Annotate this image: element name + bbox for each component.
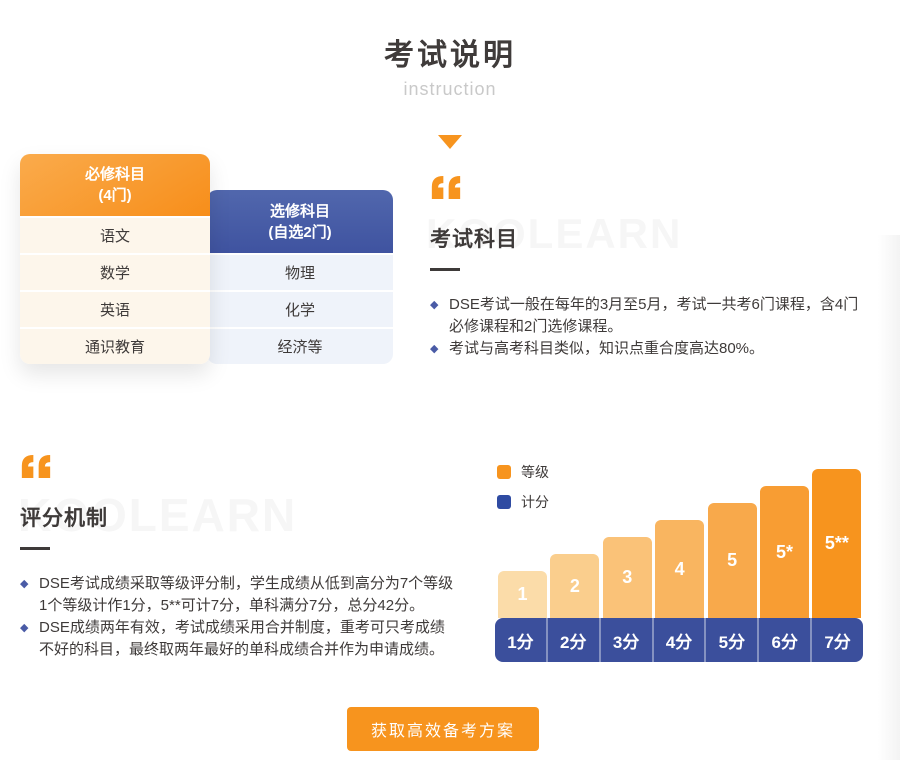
bullet-line: 考试与高考科目类似，知识点重合度高达80%。 — [449, 340, 765, 357]
grade-bar-5: 5 — [707, 503, 757, 618]
elective-subjects-table: 选修科目 (自选2门) 物理 化学 经济等 — [207, 190, 393, 364]
grade-bar-3: 3 — [602, 537, 652, 618]
required-subjects-count: (4门) — [98, 187, 132, 204]
bullet-text: DSE考试一般在每年的3月至5月，考试一共考6门课程，含4门 必修课程和2门选修课… — [449, 294, 886, 338]
watermark-koolearn: KOOLEARN — [18, 489, 298, 541]
quote-icon — [431, 176, 461, 199]
bullet-item: ◆ DSE考试一般在每年的3月至5月，考试一共考6门课程，含4门 必修课程和2门选修… — [430, 294, 886, 338]
elective-subject-row: 物理 — [207, 253, 393, 290]
bullet-line: 1个等级计作1分，5**可计7分，单科满分7分，总分42分。 — [39, 597, 425, 614]
bullet-item: ◆ DSE考试成绩采取等级评分制，学生成绩从低到高分为7个等级 1个等级计作1分，5… — [20, 573, 480, 617]
legend-swatch-icon — [497, 465, 511, 479]
grade-bar-5**: 5** — [812, 469, 862, 618]
section-header: 考试说明 instruction — [0, 30, 900, 154]
score-cell: 2分 — [545, 618, 599, 662]
bullet-line: DSE考试成绩采取等级评分制，学生成绩从低到高分为7个等级 — [39, 575, 454, 592]
required-subject-row: 语文 — [20, 216, 210, 253]
page-title: 考试说明 — [384, 39, 516, 72]
diamond-bullet-icon: ◆ — [430, 299, 439, 311]
required-subjects-header: 必修科目 (4门) — [20, 154, 210, 216]
elective-subjects-body: 物理 化学 经济等 — [207, 253, 393, 364]
quote-icon — [21, 455, 51, 478]
score-cell: 3分 — [598, 618, 652, 662]
score-cell: 7分 — [810, 618, 863, 662]
required-subjects-table: 必修科目 (4门) 语文 数学 英语 通识教育 — [20, 154, 210, 364]
score-cell: 4分 — [651, 618, 705, 662]
grade-bar-label: 4 — [674, 558, 685, 579]
grade-bar-4: 4 — [655, 520, 705, 618]
grade-bar-label: 5* — [775, 541, 793, 562]
elective-subject-row: 经济等 — [207, 327, 393, 364]
score-cell: 1分 — [507, 632, 534, 652]
required-subject-row: 英语 — [20, 290, 210, 327]
grade-score-chart: 等级计分 1 2 3 4 5 5* 5** 1分 2分 3分 4分 5分 6分 7分 — [495, 460, 863, 662]
required-subject-row: 通识教育 — [20, 327, 210, 364]
scoring-section: 评分机制 ◆ DSE考试成绩采取等级评分制，学生成绩从低到高分为7个等级 1个等级计… — [20, 455, 480, 661]
exam-subjects-bullets: ◆ DSE考试一般在每年的3月至5月，考试一共考6门课程，含4门 必修课程和2门选修… — [430, 294, 886, 360]
get-plan-button[interactable]: 获取高效备考方案 — [347, 707, 539, 751]
scoring-bullets: ◆ DSE考试成绩采取等级评分制，学生成绩从低到高分为7个等级 1个等级计作1分，5… — [20, 573, 480, 661]
diamond-bullet-icon: ◆ — [20, 622, 29, 634]
bullet-text: DSE成绩两年有效，考试成绩采用合并制度，重考可只考成绩 不好的科目，最终取两年最… — [39, 617, 480, 661]
bullet-text: 考试与高考科目类似，知识点重合度高达80%。 — [449, 338, 886, 360]
grade-bar-1: 1 — [498, 571, 547, 618]
down-triangle-icon — [438, 135, 462, 149]
score-cell: 6分 — [757, 618, 810, 662]
diamond-bullet-icon: ◆ — [20, 578, 29, 590]
required-subjects-body: 语文 数学 英语 通识教育 — [20, 216, 210, 364]
elective-subjects-title: 选修科目 — [269, 202, 330, 220]
grade-bar-label: 2 — [569, 575, 580, 596]
bullet-line: 必修课程和2门选修课程。 — [449, 318, 623, 335]
grade-bar-5*: 5* — [760, 486, 809, 618]
legend-row: 计分 — [497, 492, 549, 512]
exam-subjects-section: 考试科目 ◆ DSE考试一般在每年的3月至5月，考试一共考6门课程，含4门 必修课程… — [430, 176, 886, 360]
page-subtitle: instruction — [403, 79, 497, 99]
elective-subjects-count: (自选2门) — [268, 223, 332, 241]
legend-label: 计分 — [521, 494, 549, 510]
page-edge-shade — [878, 235, 900, 760]
legend-swatch-icon — [497, 495, 511, 509]
elective-subjects-header: 选修科目 (自选2门) — [207, 190, 393, 253]
grade-bar-2: 2 — [550, 554, 600, 618]
legend-label: 等级 — [521, 464, 549, 480]
score-band: 1分 2分 3分 4分 5分 6分 7分 — [495, 618, 863, 662]
scoring-heading: 评分机制 — [20, 507, 108, 530]
exam-subjects-heading: 考试科目 — [430, 228, 518, 251]
grade-bar-label: 5** — [824, 533, 849, 553]
bullet-text: DSE考试成绩采取等级评分制，学生成绩从低到高分为7个等级 1个等级计作1分，5*… — [39, 573, 480, 617]
required-subjects-title: 必修科目 — [84, 166, 145, 183]
bullet-line: DSE考试一般在每年的3月至5月，考试一共考6门课程，含4门 — [449, 296, 859, 313]
legend-row: 等级 — [497, 462, 549, 482]
grade-bar-label: 5 — [727, 550, 738, 570]
elective-subject-row: 化学 — [207, 290, 393, 327]
bullet-item: ◆ DSE成绩两年有效，考试成绩采用合并制度，重考可只考成绩 不好的科目，最终取两年… — [20, 617, 480, 661]
watermark-koolearn: KOOLEARN — [426, 210, 683, 257]
required-subject-row: 数学 — [20, 253, 210, 290]
diamond-bullet-icon: ◆ — [430, 343, 439, 355]
bullet-line: DSE成绩两年有效，考试成绩采用合并制度，重考可只考成绩 — [39, 619, 445, 636]
bullet-line: 不好的科目，最终取两年最好的单科成绩合并作为申请成绩。 — [39, 641, 445, 658]
heading-rule — [20, 547, 50, 550]
grade-bar-label: 3 — [622, 567, 633, 587]
score-cell: 5分 — [704, 618, 757, 662]
grade-bars: 1 2 3 4 5 5* 5** — [495, 460, 863, 618]
grade-bar-label: 1 — [517, 584, 528, 604]
heading-rule — [430, 268, 460, 271]
bullet-item: ◆ 考试与高考科目类似，知识点重合度高达80%。 — [430, 338, 886, 360]
chart-legend: 等级 计分 — [497, 462, 549, 522]
